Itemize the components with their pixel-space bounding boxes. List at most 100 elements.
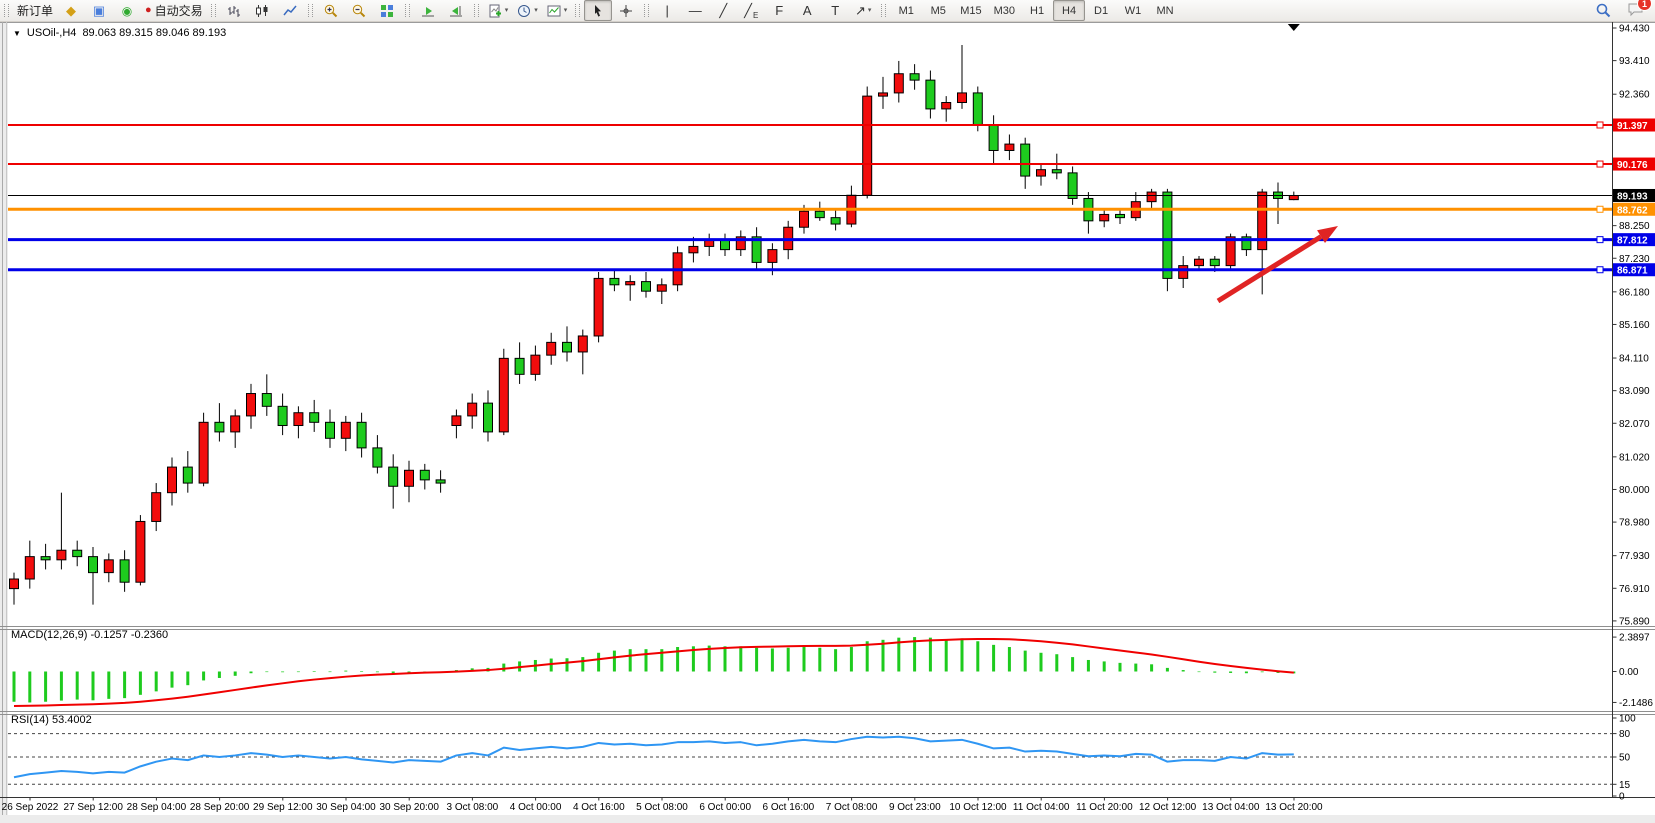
notifications-button[interactable]: 1 xyxy=(1627,0,1652,20)
rsi-tick-label: 80 xyxy=(1619,729,1631,740)
zoom-out-button[interactable] xyxy=(345,0,373,21)
arrow-shaft xyxy=(1216,234,1323,304)
timeframe-button-w1[interactable]: W1 xyxy=(1124,4,1142,17)
main-toolbar: 新订单 ◆ ▣ ◉ ● 自动交易 ▾ ▾ ▾ xyxy=(0,0,1655,22)
scroll-to-end-icon xyxy=(421,6,434,16)
indicators-button[interactable]: ▾ xyxy=(483,0,513,21)
macd-bar xyxy=(897,637,901,672)
toolbar-grip[interactable] xyxy=(575,4,581,17)
macd-bar xyxy=(928,637,932,672)
price-tick-label: 94.430 xyxy=(1619,24,1650,35)
time-tick-label: 3 Oct 08:00 xyxy=(447,802,499,813)
new-order-button[interactable]: 新订单 xyxy=(17,4,54,18)
toolbar-grip[interactable] xyxy=(210,4,216,17)
line-chart-button[interactable] xyxy=(276,0,304,21)
line-handle[interactable] xyxy=(1596,266,1604,274)
price-tick-label: 78.980 xyxy=(1619,518,1650,529)
periods-dropdown-icon[interactable]: ▾ xyxy=(534,7,538,14)
chart-shift-button[interactable] xyxy=(442,0,470,21)
line-handle[interactable] xyxy=(1596,160,1604,168)
tile-windows-button[interactable] xyxy=(373,0,401,21)
candlestick-chart-button[interactable] xyxy=(248,0,276,21)
horizontal-line-tool-button[interactable]: — xyxy=(681,0,709,21)
templates-button[interactable]: ▾ xyxy=(542,0,572,21)
candle-bull xyxy=(1194,258,1204,267)
timeframe-button-m30[interactable]: M30 xyxy=(993,4,1016,17)
timeframe-button-m15[interactable]: M15 xyxy=(960,4,982,17)
price-tick-label: 83.090 xyxy=(1619,386,1650,397)
text-label-tool-button[interactable]: T xyxy=(821,0,849,21)
vertical-line-tool-button[interactable]: | xyxy=(653,0,681,21)
text-tool-icon: A xyxy=(802,3,812,18)
line-handle[interactable] xyxy=(1596,121,1604,129)
candle-bull xyxy=(799,210,809,228)
crosshair-tool-button[interactable] xyxy=(612,0,640,21)
text-tool-button[interactable]: A xyxy=(793,0,821,21)
candle-bear xyxy=(1241,236,1252,251)
search-button[interactable] xyxy=(1589,0,1617,21)
rsi-tick-label: 0 xyxy=(1619,792,1625,803)
indicators-dropdown-icon[interactable]: ▾ xyxy=(504,7,509,14)
time-tick-label: 6 Oct 16:00 xyxy=(763,802,815,813)
zoom-in-button[interactable] xyxy=(317,0,345,21)
symbol-dropdown-icon[interactable]: ▼ xyxy=(13,28,21,38)
candle-bull xyxy=(941,102,952,110)
toolbar-grip[interactable] xyxy=(404,4,410,17)
rsi-indicator-label: RSI(14) 53.4002 xyxy=(11,714,92,726)
auto-trading-button[interactable]: ● 自动交易 xyxy=(145,4,203,18)
price-line-label: 88.762 xyxy=(1617,205,1648,216)
macd-bar xyxy=(755,647,759,672)
arrows-dropdown-icon[interactable]: ▾ xyxy=(867,7,872,14)
candle-bull xyxy=(957,92,967,104)
market-watch-button[interactable]: ▣ xyxy=(85,0,113,21)
search-icon xyxy=(1596,3,1610,18)
toolbar-grip[interactable] xyxy=(4,4,9,17)
toolbar-grip[interactable] xyxy=(473,4,479,17)
cursor-tool-button[interactable] xyxy=(584,0,613,21)
timeframe-button-m5[interactable]: M5 xyxy=(930,4,946,17)
fibonacci-icon: F xyxy=(775,3,784,18)
candle-bear xyxy=(309,412,320,423)
toolbar-grip[interactable] xyxy=(881,4,887,17)
toolbar-grip[interactable] xyxy=(644,4,650,17)
candle-bear xyxy=(641,281,651,292)
macd-bar xyxy=(375,671,379,673)
trendline-icon: ╱ xyxy=(719,3,728,18)
line-handle[interactable] xyxy=(1596,205,1604,213)
macd-bar xyxy=(707,645,711,672)
candle-bull xyxy=(1004,143,1015,151)
signals-button[interactable]: ◉ xyxy=(113,0,141,21)
chart-profile-button[interactable]: ◆ xyxy=(57,0,85,21)
timeframe-button-h4[interactable]: H4 xyxy=(1053,0,1086,21)
timeframe-button-d1[interactable]: D1 xyxy=(1094,4,1109,17)
trendline-tool-button[interactable]: ╱ xyxy=(709,0,737,21)
toolbar-grip[interactable] xyxy=(307,4,313,17)
line-chart-icon xyxy=(283,5,297,15)
macd-bar xyxy=(1244,671,1248,674)
candle-bear xyxy=(514,357,525,375)
macd-indicator-label: MACD(12,26,9) -0.1257 -0.2360 xyxy=(11,629,169,641)
periods-button[interactable]: ▾ xyxy=(512,0,542,21)
price-tick-label: 93.410 xyxy=(1619,56,1650,67)
macd-bar xyxy=(723,646,727,672)
scroll-to-end-button[interactable] xyxy=(414,0,442,21)
candle-bull xyxy=(656,284,667,292)
timeframe-button-m1[interactable]: M1 xyxy=(898,4,914,17)
timeframe-button-mn[interactable]: MN xyxy=(1156,4,1174,17)
price-tick-label: 92.360 xyxy=(1619,90,1650,101)
macd-bar xyxy=(1181,670,1185,672)
fibonacci-tool-button[interactable]: F xyxy=(765,0,793,21)
macd-bar xyxy=(217,671,221,678)
candle-bull xyxy=(246,393,256,417)
bar-chart-button[interactable] xyxy=(220,0,248,21)
arrows-tool-button[interactable]: ↗ ▾ xyxy=(849,0,877,21)
line-handle[interactable] xyxy=(1596,236,1604,244)
macd-bar xyxy=(849,647,853,672)
chart-shift-marker[interactable] xyxy=(1287,24,1300,31)
templates-dropdown-icon[interactable]: ▾ xyxy=(563,7,568,14)
timeframe-button-h1[interactable]: H1 xyxy=(1030,4,1045,17)
time-tick-label: 4 Oct 00:00 xyxy=(510,802,562,813)
channel-tool-button[interactable]: ╱ E xyxy=(737,0,765,21)
trend-arrow-annotation[interactable] xyxy=(1216,226,1338,304)
